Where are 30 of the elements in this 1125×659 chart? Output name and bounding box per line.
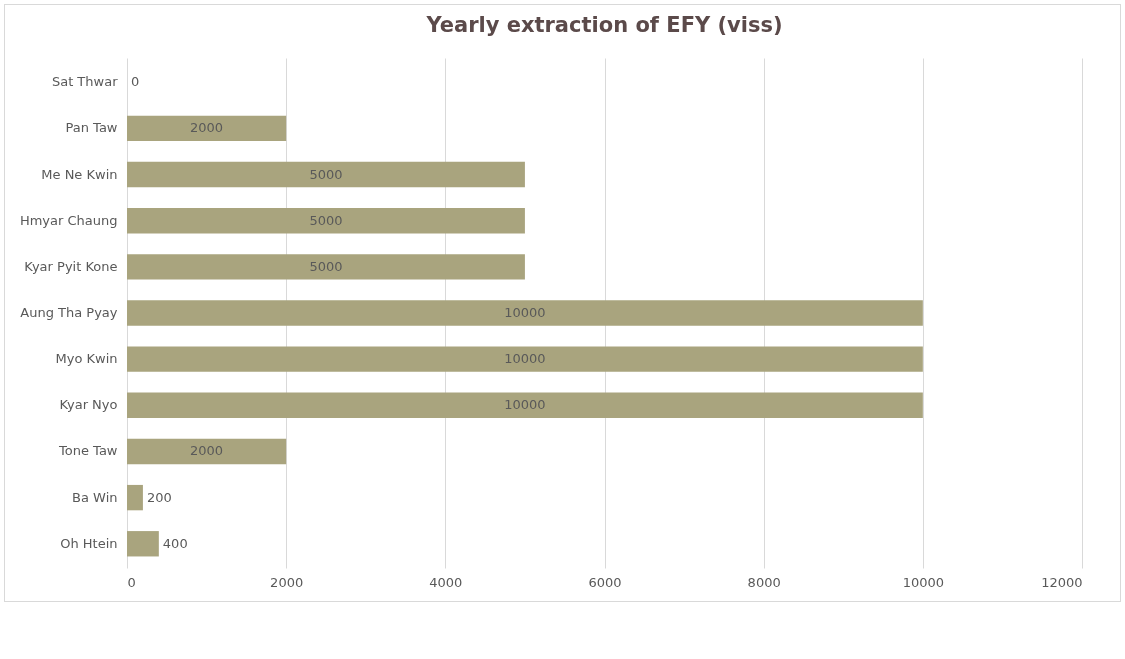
y-tick-label: Tone Taw [58, 443, 118, 459]
x-tick-label: 2000 [270, 574, 304, 590]
y-tick-label: Pan Taw [65, 120, 118, 136]
data-label: 10000 [504, 305, 546, 320]
data-label: 400 [162, 535, 188, 551]
x-tick-label: 4000 [429, 574, 463, 590]
x-tick-label: 6000 [588, 574, 622, 590]
data-label: 5000 [309, 258, 343, 274]
data-label: 0 [131, 74, 140, 90]
x-tick-label: 8000 [747, 574, 781, 590]
data-label: 10000 [504, 397, 546, 413]
y-tick-label: Hmyar Chaung [19, 212, 118, 228]
x-tick-label: 10000 [902, 574, 945, 590]
data-label: 5000 [309, 166, 343, 182]
y-tick-label: Myo Kwin [55, 351, 118, 367]
y-tick-label: Aung Tha Pyay [20, 305, 118, 320]
y-tick-label: Kyar Pyit Kone [24, 258, 118, 274]
y-tick-label: Kyar Nyo [59, 397, 118, 413]
x-tick-label: 12000 [1041, 574, 1083, 590]
data-label: 200 [146, 489, 172, 505]
chart-title: Yearly extraction of EFY (viss) [425, 13, 783, 37]
y-tick-label: Oh Htein [60, 535, 118, 551]
data-label: 2000 [190, 120, 224, 136]
data-label: 10000 [504, 351, 546, 367]
y-tick-label: Ba Win [72, 489, 118, 505]
y-tick-label: Sat Thwar [51, 74, 119, 90]
y-tick-label: Me Ne Kwin [41, 166, 118, 182]
data-label: 5000 [309, 212, 343, 228]
data-label: 2000 [190, 443, 224, 459]
x-tick-label: 0 [127, 574, 136, 590]
